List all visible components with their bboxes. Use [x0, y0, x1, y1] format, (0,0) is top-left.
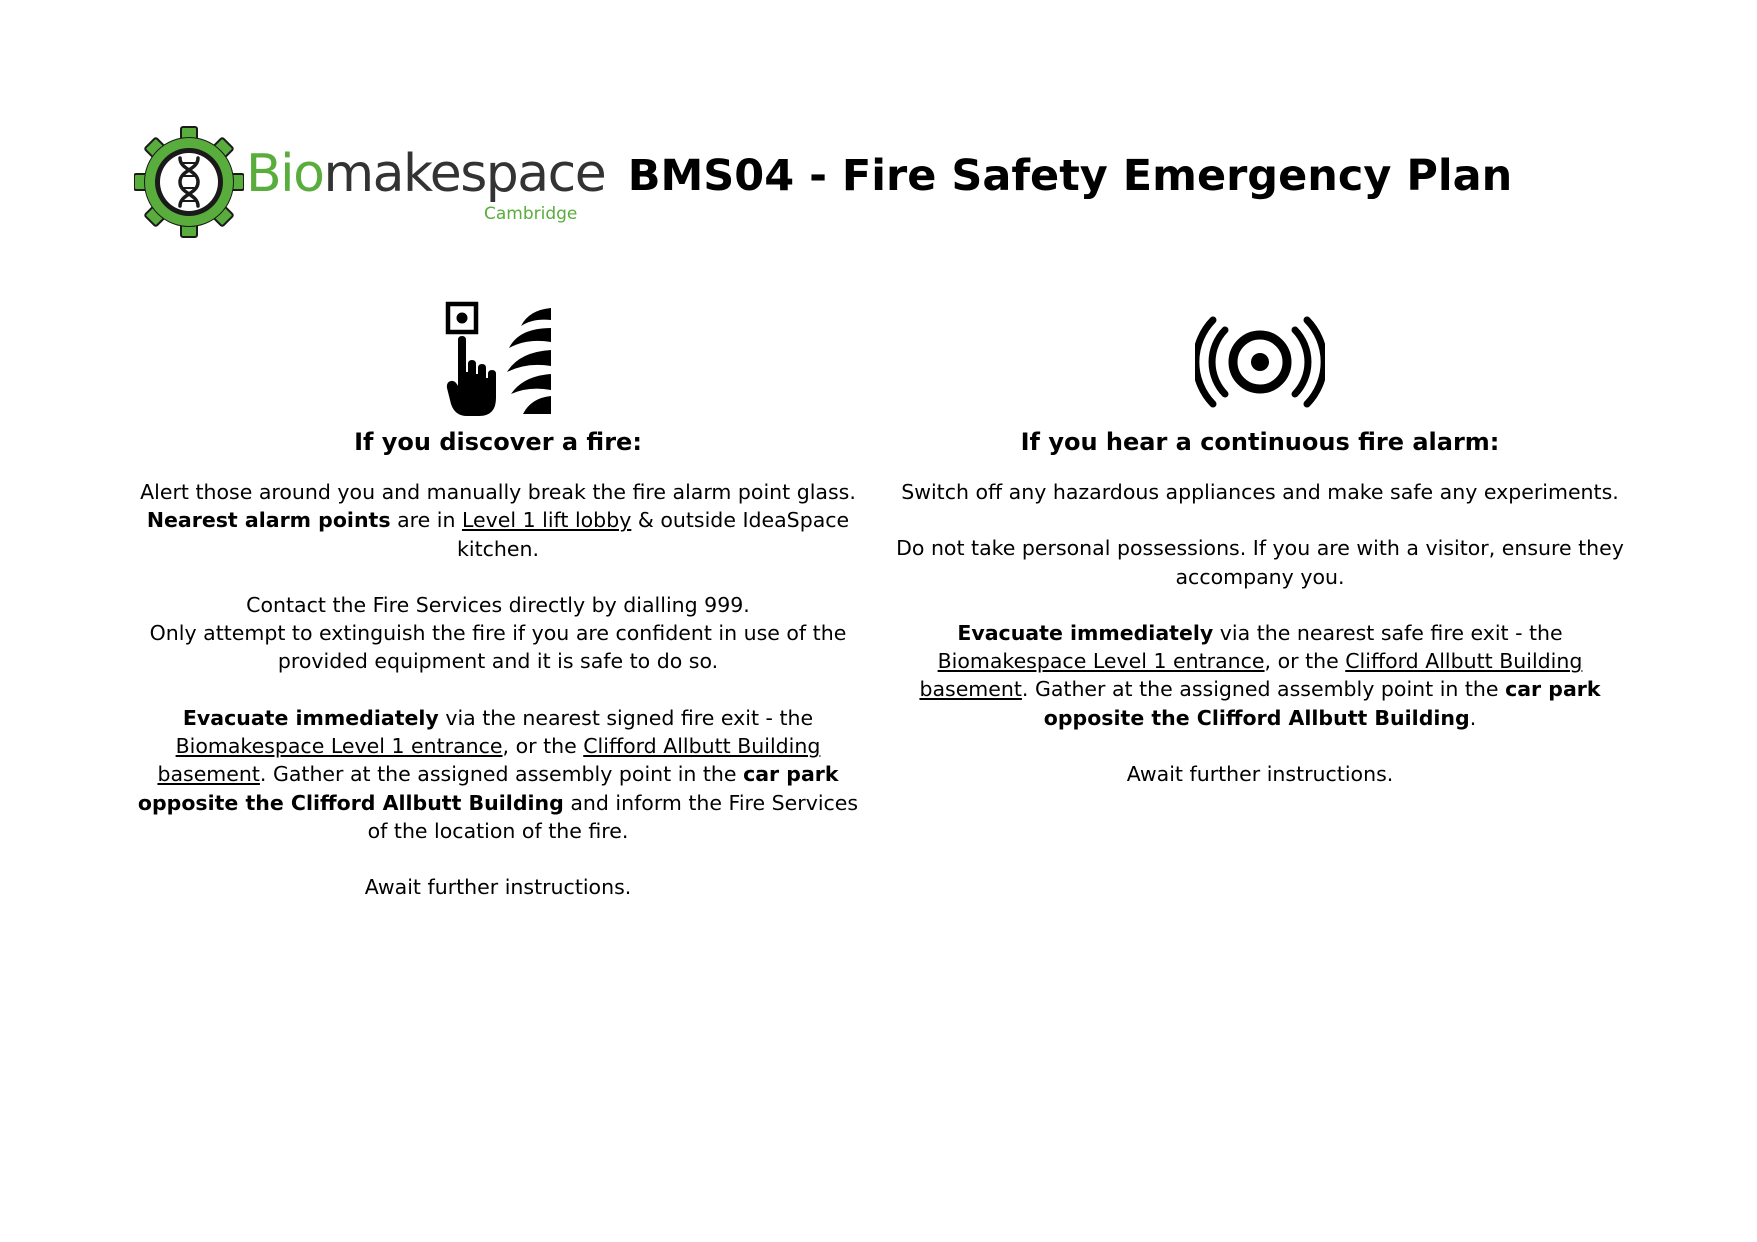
clifford-basement-text: Clifford Allbutt Building basement	[919, 649, 1583, 702]
evacuate-text-1: via the nearest safe fire exit - the	[1213, 620, 1563, 645]
evacuate-text-3: . Gather at the assigned assembly point …	[259, 762, 744, 787]
biomakespace-entrance-text: Biomakespace Level 1 entrance	[175, 734, 503, 759]
evacuate-text-4: and inform the Fire Services of the loca…	[367, 790, 859, 843]
switch-off-paragraph: Switch off any hazardous appliances and …	[901, 480, 1619, 504]
alert-paragraph: Alert those around you and manually brea…	[128, 478, 868, 563]
await-instructions-left: Await further instructions.	[364, 875, 632, 900]
evacuate-immediately-label: Evacuate immediately	[182, 705, 439, 730]
fire-alarm-call-point-icon	[445, 301, 551, 416]
alarm-points-text-2: & outside IdeaSpace kitchen.	[457, 508, 850, 561]
discover-fire-section: If you discover a fire: Alert those arou…	[128, 300, 868, 930]
evacuate-text-2: , or the	[1264, 649, 1346, 674]
evacuate-text-4: .	[1469, 705, 1477, 730]
assembly-point-label: car park opposite the Clifford Allbutt B…	[1043, 677, 1601, 730]
gear-dna-icon	[134, 126, 244, 238]
evacuate-text-1: via the nearest signed fire exit - the	[438, 705, 814, 730]
extinguish-line: Only attempt to extinguish the fire if y…	[149, 621, 847, 674]
level1-lift-lobby-text: Level 1 lift lobby	[461, 508, 632, 533]
biomakespace-logo: Biomakespace Cambridge	[134, 126, 607, 238]
evacuate-text-3: . Gather at the assigned assembly point …	[1021, 677, 1506, 702]
evacuate-immediately-label: Evacuate immediately	[957, 620, 1214, 645]
hear-alarm-section: If you hear a continuous fire alarm: Swi…	[890, 300, 1630, 816]
logo-word-makespace: makespace	[323, 144, 606, 204]
biomakespace-entrance-text: Biomakespace Level 1 entrance	[937, 649, 1265, 674]
evacuate-paragraph-left: Evacuate immediately via the nearest sig…	[128, 704, 868, 845]
evacuate-paragraph-right: Evacuate immediately via the nearest saf…	[890, 619, 1630, 732]
contact-line: Contact the Fire Services directly by di…	[246, 592, 750, 617]
assembly-point-label: car park opposite the Clifford Allbutt B…	[137, 762, 839, 815]
logo-wordmark: Biomakespace	[246, 148, 607, 200]
evacuate-text-2: , or the	[502, 734, 584, 759]
logo-word-bio: Bio	[246, 144, 325, 204]
clifford-basement-text: Clifford Allbutt Building basement	[157, 734, 821, 787]
await-instructions-right: Await further instructions.	[1126, 762, 1394, 787]
possessions-paragraph: Do not take personal possessions. If you…	[896, 536, 1624, 589]
discover-fire-heading: If you discover a fire:	[354, 428, 642, 456]
nearest-alarm-points-label: Nearest alarm points	[146, 508, 391, 533]
hear-alarm-heading: If you hear a continuous fire alarm:	[1020, 428, 1500, 456]
logo-subtitle: Cambridge	[484, 204, 578, 224]
fire-alarm-sounder-icon	[1195, 316, 1325, 408]
contact-paragraph: Contact the Fire Services directly by di…	[128, 591, 868, 676]
alarm-points-text-1: are in	[390, 508, 462, 533]
alert-line: Alert those around you and manually brea…	[140, 480, 856, 504]
page-title: BMS04 - Fire Safety Emergency Plan	[627, 151, 1513, 201]
